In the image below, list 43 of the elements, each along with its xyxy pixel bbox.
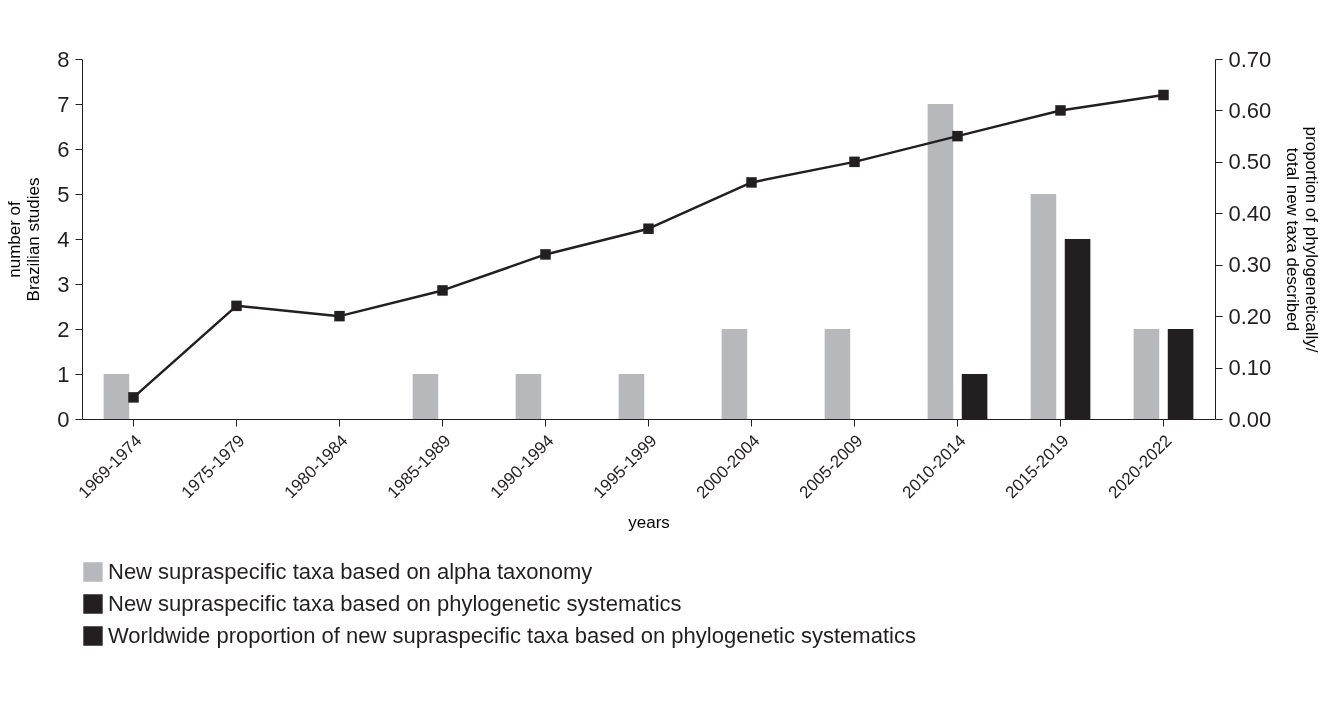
bar bbox=[824, 329, 851, 419]
y-tick-label: 8 bbox=[57, 46, 70, 72]
bar bbox=[1030, 194, 1057, 419]
bar bbox=[721, 329, 748, 419]
point bbox=[334, 310, 345, 322]
point bbox=[231, 300, 242, 312]
x-axis-title: years bbox=[628, 513, 670, 533]
point bbox=[849, 156, 860, 168]
y-tick-label: 5 bbox=[57, 181, 70, 207]
point bbox=[643, 223, 654, 234]
point bbox=[437, 285, 448, 296]
bar bbox=[1133, 329, 1160, 419]
y-tick-label: 6 bbox=[57, 136, 70, 162]
legend-label: New supraspecific taxa based on phylogenetic systematics bbox=[108, 591, 682, 616]
y-axis-title: number of Brazilian studies bbox=[5, 177, 44, 302]
legend-label: Worldwide proportion of new supraspecific taxa based on phylogenetic systematics bbox=[108, 623, 916, 648]
y2-tick-label: 0.50 bbox=[1228, 149, 1272, 175]
bar bbox=[412, 374, 439, 419]
y2-tick-label: 0.70 bbox=[1228, 46, 1272, 72]
y-tick-label: 2 bbox=[57, 316, 70, 342]
point bbox=[1055, 105, 1066, 116]
y-tick-label: 7 bbox=[57, 91, 70, 117]
y2-tick-label: 0.20 bbox=[1228, 303, 1272, 329]
y2-tick-label: 0.30 bbox=[1228, 252, 1272, 278]
point bbox=[540, 249, 551, 260]
point bbox=[1158, 89, 1169, 101]
y2-tick-label: 0.40 bbox=[1228, 200, 1272, 226]
y2-tick-label: 0.10 bbox=[1228, 355, 1272, 381]
bar bbox=[515, 374, 542, 419]
y2-tick-label: 0.00 bbox=[1228, 406, 1272, 432]
point bbox=[746, 177, 757, 188]
y-tick-label: 0 bbox=[57, 406, 70, 432]
bar bbox=[927, 104, 954, 419]
bar bbox=[103, 374, 130, 419]
y-tick-label: 1 bbox=[57, 361, 70, 387]
y-tick-label: 3 bbox=[57, 271, 70, 297]
y-tick-label: 4 bbox=[57, 226, 70, 252]
y2-axis-title: proportion of phylogenetically/ total new taxa described bbox=[1283, 126, 1322, 353]
legend-label: New supraspecific taxa based on alpha taxonomy bbox=[108, 559, 593, 584]
point bbox=[952, 130, 963, 142]
bar bbox=[618, 374, 645, 419]
point bbox=[128, 392, 139, 403]
y2-tick-label: 0.60 bbox=[1228, 97, 1272, 123]
